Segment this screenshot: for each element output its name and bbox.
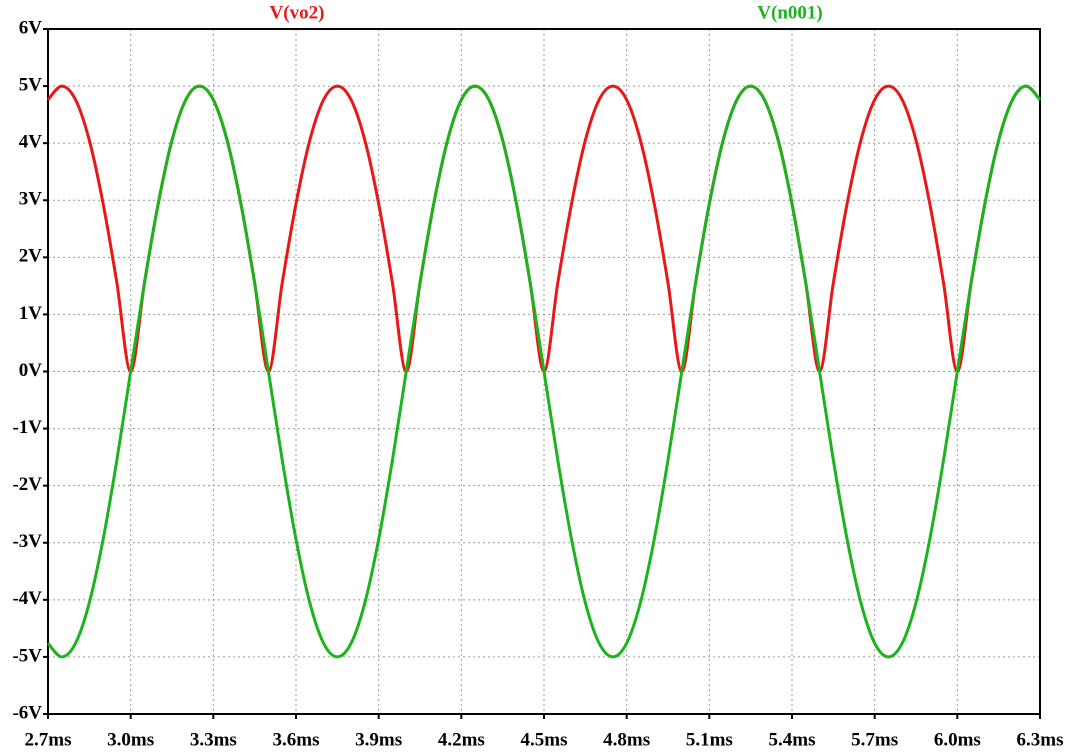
x-tick-label: 2.7ms (25, 729, 72, 750)
x-tick-label: 3.0ms (107, 729, 154, 750)
y-tick-label: -2V (12, 474, 42, 495)
x-tick-label: 3.3ms (190, 729, 237, 750)
y-tick-label: 1V (19, 303, 43, 324)
x-tick-label: 3.6ms (273, 729, 320, 750)
x-tick-label: 4.8ms (603, 729, 650, 750)
x-tick-label: 6.3ms (1017, 729, 1064, 750)
y-tick-label: 4V (19, 132, 43, 153)
y-tick-label: 5V (19, 74, 43, 95)
y-tick-label: -1V (12, 417, 42, 438)
x-tick-label: 4.5ms (521, 729, 568, 750)
y-tick-label: 6V (19, 17, 43, 38)
x-tick-label: 5.7ms (851, 729, 898, 750)
y-tick-label: 3V (19, 189, 43, 210)
y-tick-label: 0V (19, 360, 43, 381)
plot-border (47, 28, 1041, 715)
x-tick-label: 3.9ms (355, 729, 402, 750)
y-tick-label: -6V (12, 702, 42, 723)
legend-label: V(n001) (757, 2, 822, 23)
x-tick-label: 6.0ms (934, 729, 981, 750)
y-tick-label: -4V (12, 588, 42, 609)
y-tick-label: 2V (19, 246, 43, 267)
x-tick-label: 4.2ms (438, 729, 485, 750)
legend-label: V(vo2) (270, 2, 325, 23)
x-tick-label: 5.1ms (686, 729, 733, 750)
series-line (46, 84, 1042, 659)
y-tick-label: -5V (12, 645, 42, 666)
x-tick-label: 5.4ms (769, 729, 816, 750)
y-tick-label: -3V (12, 531, 42, 552)
